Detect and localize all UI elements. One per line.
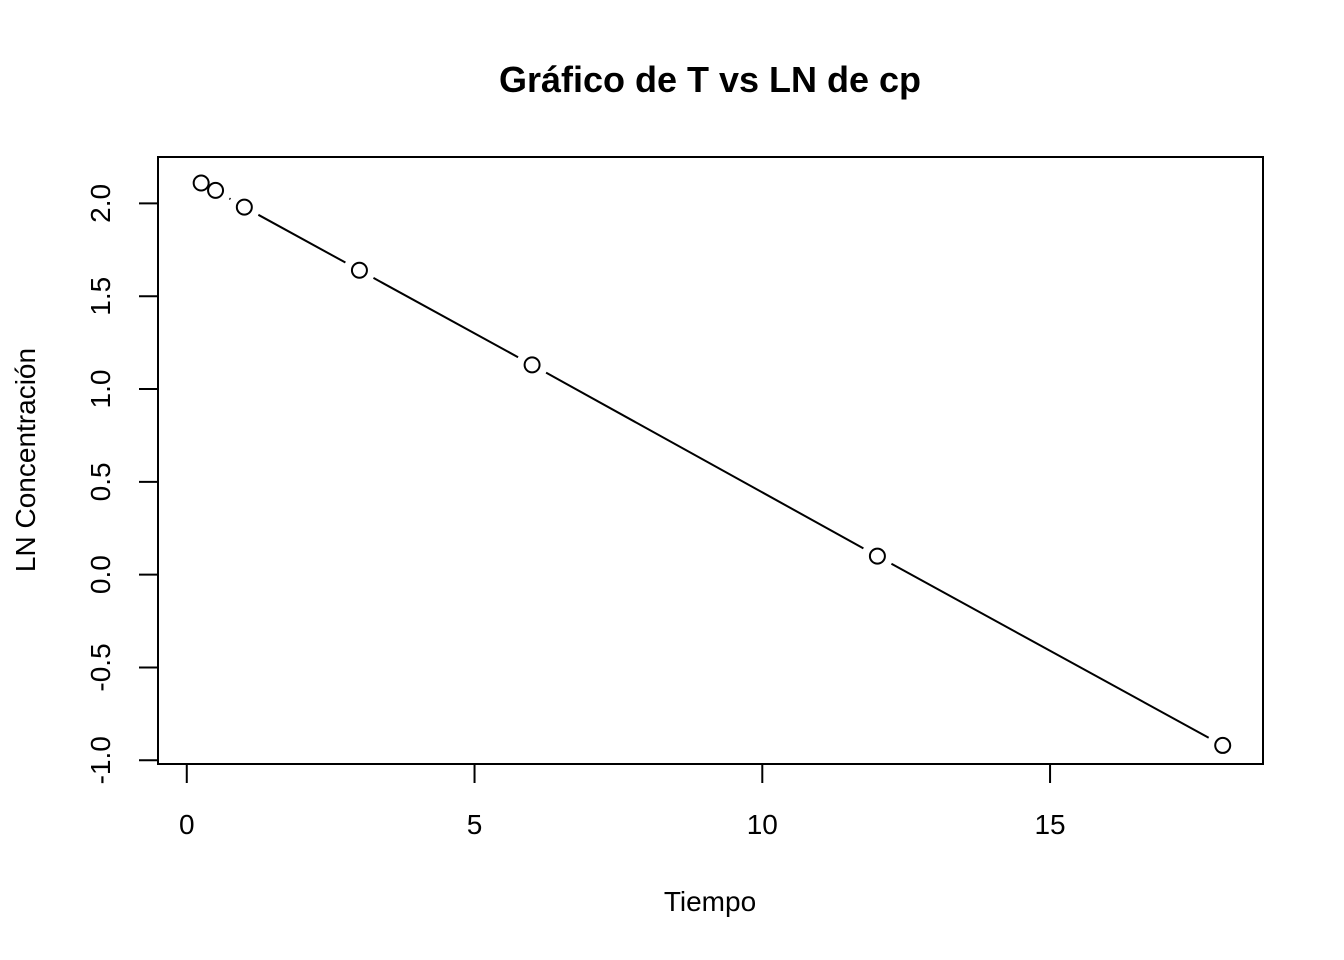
x-axis: 0 5 10 15 <box>179 763 1066 840</box>
series-line-segment <box>545 371 864 550</box>
data-point <box>1214 736 1232 754</box>
data-point <box>207 181 225 199</box>
series-line-segment <box>372 277 519 359</box>
data-point <box>523 356 541 374</box>
series-line-segment <box>890 562 1210 739</box>
y-axis-label: LN Concentración <box>10 348 41 572</box>
series-line-segment <box>257 213 346 264</box>
y-tick-label: 1.5 <box>85 277 116 316</box>
chart-title: Gráfico de T vs LN de cp <box>499 59 921 100</box>
y-axis: -1.0 -0.5 0.0 0.5 1.0 1.5 2.0 <box>85 184 159 784</box>
x-tick-label: 0 <box>179 809 195 840</box>
data-point <box>192 174 210 192</box>
series-layer <box>192 174 1232 754</box>
y-tick-label: 1.0 <box>85 370 116 409</box>
data-point <box>350 261 368 279</box>
series-line-segment <box>228 197 231 200</box>
x-axis-label: Tiempo <box>664 886 756 917</box>
data-point <box>235 198 253 216</box>
plot-frame <box>157 156 1264 765</box>
x-tick-label: 15 <box>1034 809 1065 840</box>
data-point <box>868 547 886 565</box>
y-tick-label: -1.0 <box>85 736 116 784</box>
x-tick-label: 10 <box>747 809 778 840</box>
y-tick-label: 2.0 <box>85 184 116 223</box>
y-tick-label: 0.5 <box>85 462 116 501</box>
x-tick-label: 5 <box>467 809 483 840</box>
y-tick-label: -0.5 <box>85 643 116 691</box>
y-tick-label: 0.0 <box>85 555 116 594</box>
